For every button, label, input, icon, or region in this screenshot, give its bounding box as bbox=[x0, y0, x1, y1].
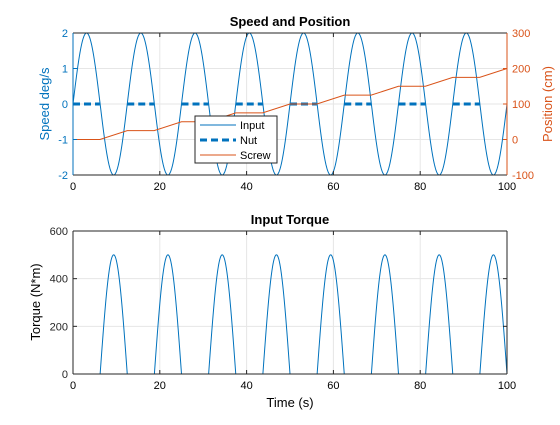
y-tick-label: 200 bbox=[50, 321, 68, 333]
x-tick-label: 100 bbox=[498, 380, 516, 392]
y-tick-label: 0 bbox=[62, 369, 68, 381]
tick-labels: 0 20 40 60 80 100 0 200 400 600 bbox=[50, 226, 517, 392]
legend-label-input: Input bbox=[240, 120, 264, 132]
x-axis-label: Time (s) bbox=[266, 395, 313, 410]
x-tick-label: 40 bbox=[240, 181, 252, 193]
y-tick-label: 2 bbox=[62, 28, 68, 40]
series-lines bbox=[72, 32, 508, 176]
x-tick-label: 100 bbox=[498, 181, 516, 193]
input-torque-axes: 0 20 40 60 80 100 0 200 400 600 Input Torque Torq… bbox=[28, 212, 516, 410]
y-axis-label-right: Position (cm) bbox=[540, 66, 555, 142]
speed-position-axes: 0 20 40 60 80 100 -2 -1 0 1 2 -100 0 100 200 300 Speed … bbox=[37, 14, 555, 193]
x-tick-label: 40 bbox=[240, 380, 252, 392]
legend-label-nut: Nut bbox=[240, 135, 257, 147]
legend-label-screw: Screw bbox=[240, 150, 271, 162]
y-right-tick-label: 100 bbox=[512, 99, 530, 111]
x-tick-label: 80 bbox=[414, 380, 426, 392]
x-tick-label: 20 bbox=[154, 380, 166, 392]
y-tick-label: 1 bbox=[62, 64, 68, 76]
y-tick-label: 400 bbox=[50, 274, 68, 286]
y-axis-label-left: Speed deg/s bbox=[37, 67, 52, 141]
y-right-tick-label: 0 bbox=[512, 135, 518, 147]
x-tick-label: 0 bbox=[70, 181, 76, 193]
chart-title: Speed and Position bbox=[230, 14, 351, 29]
legend: Input Nut Screw bbox=[194, 115, 278, 164]
axes-frame bbox=[72, 32, 508, 176]
y-tick-label: 0 bbox=[62, 99, 68, 111]
y-tick-label: 600 bbox=[50, 226, 68, 238]
x-tick-label: 0 bbox=[70, 380, 76, 392]
y-tick-label: -1 bbox=[58, 135, 68, 147]
tick-labels: 0 20 40 60 80 100 -2 -1 0 1 2 -100 0 100 200 300 bbox=[58, 28, 534, 193]
y-right-tick-label: 300 bbox=[512, 28, 530, 40]
chart-title: Input Torque bbox=[251, 212, 329, 227]
y-right-tick-label: 200 bbox=[512, 64, 530, 76]
y-axis-label: Torque (N*m) bbox=[28, 263, 43, 340]
plot-area bbox=[73, 231, 507, 374]
axes-frame bbox=[72, 230, 508, 375]
x-tick-label: 20 bbox=[154, 181, 166, 193]
y-right-tick-label: -100 bbox=[512, 170, 534, 182]
y-tick-label: -2 bbox=[58, 170, 68, 182]
x-tick-label: 60 bbox=[327, 181, 339, 193]
x-tick-label: 80 bbox=[414, 181, 426, 193]
series-line-screw bbox=[73, 68, 508, 140]
x-tick-label: 60 bbox=[327, 380, 339, 392]
